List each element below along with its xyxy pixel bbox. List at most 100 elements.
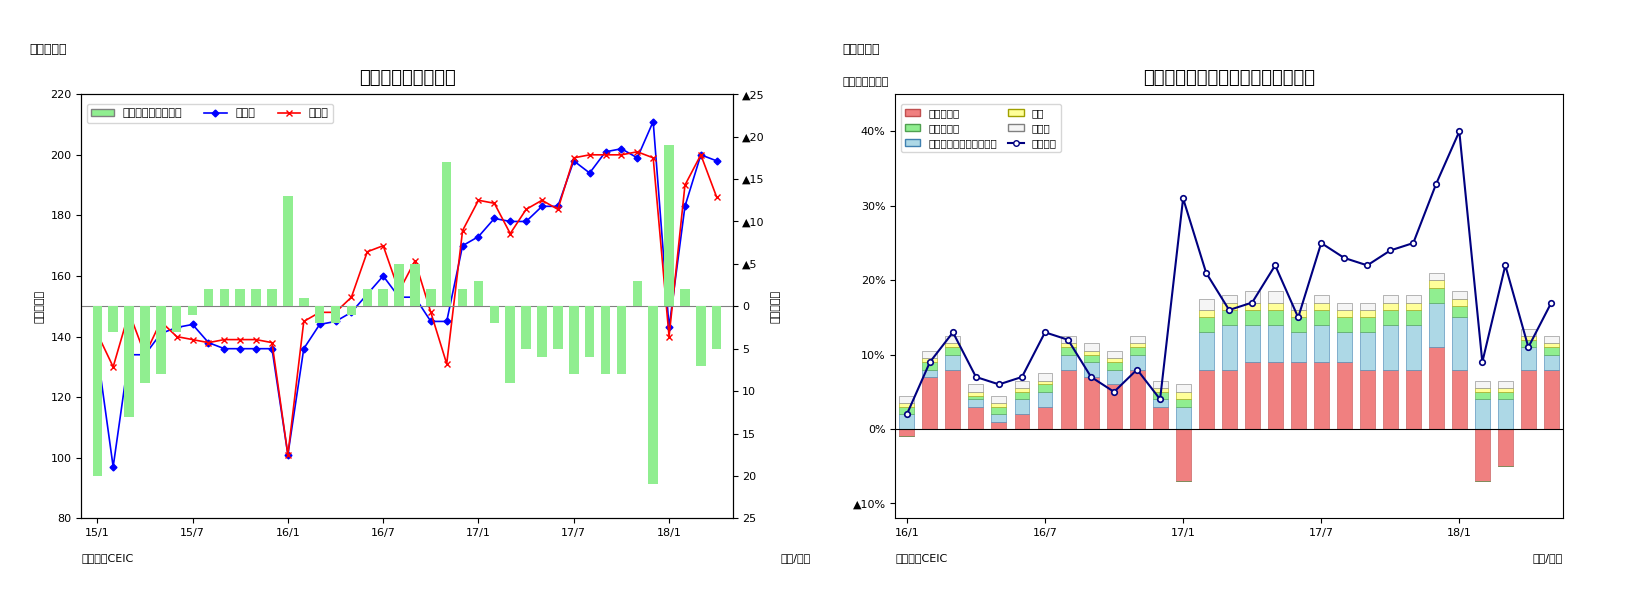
Bar (1107, 385, 1122, 429)
Bar (490, 306, 500, 323)
Bar (633, 281, 641, 306)
Bar (1291, 303, 1306, 310)
Bar (474, 281, 484, 306)
Bar (267, 289, 277, 306)
Bar (969, 407, 983, 429)
Bar (1291, 332, 1306, 362)
Bar (923, 362, 938, 369)
Bar (93, 306, 103, 476)
Bar (1429, 287, 1444, 303)
Bar (1221, 325, 1237, 369)
Bar (1314, 325, 1328, 362)
Bar (1084, 355, 1099, 362)
Bar (1314, 303, 1328, 310)
Bar (156, 306, 166, 374)
Bar (251, 289, 260, 306)
Bar (1014, 399, 1029, 414)
Bar (1498, 388, 1512, 392)
Bar (378, 289, 387, 306)
Bar (1359, 369, 1374, 429)
Bar (1014, 388, 1029, 392)
Bar (394, 264, 404, 306)
Bar (1543, 347, 1560, 355)
Bar (1014, 380, 1029, 388)
Bar (923, 369, 938, 377)
Bar (1429, 303, 1444, 347)
Bar (1359, 303, 1374, 310)
Bar (711, 306, 721, 349)
Bar (427, 289, 436, 306)
Bar (1084, 351, 1099, 355)
Bar (1175, 399, 1190, 407)
Bar (1314, 310, 1328, 325)
Bar (1291, 362, 1306, 429)
Bar (1153, 388, 1167, 392)
Bar (1359, 310, 1374, 317)
Bar (1107, 362, 1122, 369)
Bar (1107, 351, 1122, 358)
Bar (1198, 299, 1213, 310)
Bar (1521, 329, 1535, 336)
Bar (1452, 369, 1467, 429)
Bar (1543, 369, 1560, 429)
Bar (1337, 317, 1351, 332)
Bar (1498, 380, 1512, 388)
Bar (1337, 310, 1351, 317)
Bar (1245, 310, 1260, 325)
Bar (1245, 362, 1260, 429)
Bar (1337, 332, 1351, 362)
Bar (1221, 369, 1237, 429)
Bar (457, 289, 467, 306)
Title: ベトナムの貿易収支: ベトナムの貿易収支 (358, 69, 456, 87)
Bar (991, 422, 1006, 429)
Bar (124, 306, 133, 416)
Legend: 電話・部品, 織物・衣類, コンピュータ・電子部品, 履物, その他, 輸出合計: 電話・部品, 織物・衣類, コンピュータ・電子部品, 履物, その他, 輸出合計 (900, 104, 1061, 153)
Bar (1060, 336, 1076, 343)
Bar (1407, 369, 1421, 429)
Bar (1084, 343, 1099, 351)
Bar (991, 396, 1006, 403)
Bar (923, 351, 938, 358)
Bar (1382, 310, 1398, 325)
Bar (1382, 369, 1398, 429)
Bar (140, 306, 150, 383)
Bar (1245, 303, 1260, 310)
Legend: 貿易収支（右目盛）, 輸出額, 輸入額: 貿易収支（右目盛）, 輸出額, 輸入額 (86, 104, 334, 123)
Bar (1175, 429, 1190, 481)
Bar (1268, 292, 1283, 303)
Bar (1175, 392, 1190, 399)
Bar (1175, 407, 1190, 429)
Bar (1153, 399, 1167, 407)
Bar (1543, 336, 1560, 343)
Bar (1245, 325, 1260, 362)
Bar (1521, 369, 1535, 429)
Title: ベトナム　輸出の伸び率（品目別）: ベトナム 輸出の伸び率（品目別） (1143, 69, 1315, 87)
Text: （資料）CEIC: （資料）CEIC (895, 552, 947, 562)
Bar (1407, 295, 1421, 303)
Bar (1060, 355, 1076, 369)
Bar (109, 306, 117, 332)
Bar (1221, 303, 1237, 310)
Text: （図表６）: （図表６） (842, 44, 879, 57)
Bar (991, 407, 1006, 414)
Bar (1130, 347, 1144, 355)
Bar (1014, 392, 1029, 399)
Bar (1198, 317, 1213, 332)
Bar (1153, 392, 1167, 399)
Bar (1475, 392, 1490, 399)
Bar (1382, 295, 1398, 303)
Bar (1130, 355, 1144, 369)
Bar (1060, 347, 1076, 355)
Bar (969, 385, 983, 392)
Bar (946, 355, 961, 369)
Bar (1198, 332, 1213, 369)
Bar (1314, 362, 1328, 429)
Bar (1475, 388, 1490, 392)
Bar (1107, 358, 1122, 362)
Bar (1268, 362, 1283, 429)
Bar (1359, 332, 1374, 369)
Bar (899, 396, 915, 403)
Bar (1037, 373, 1052, 380)
Bar (1130, 336, 1144, 343)
Bar (617, 306, 627, 374)
